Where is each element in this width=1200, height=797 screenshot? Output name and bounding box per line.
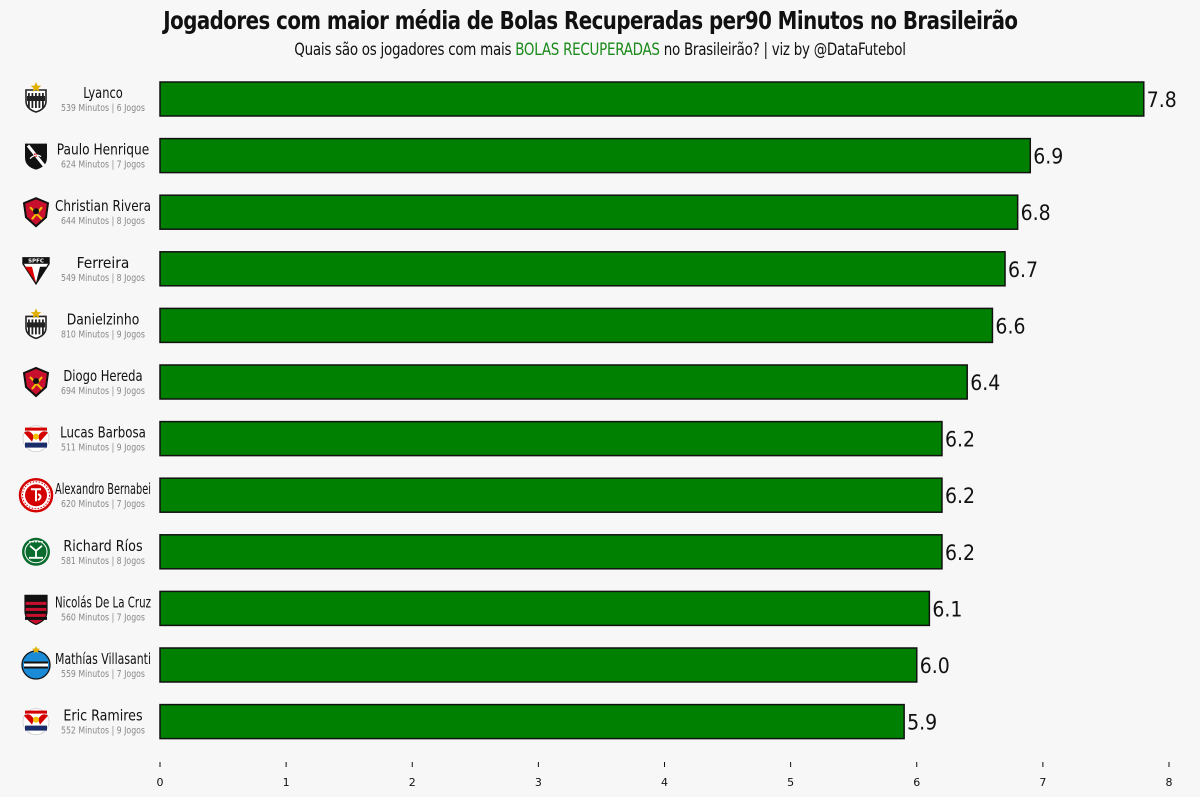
subtitle-highlight: BOLAS RECUPERADAS xyxy=(515,40,660,60)
player-stats-8: 620 Minutos | 7 Jogos xyxy=(61,499,145,510)
player-name-3: Christian Rivera xyxy=(55,197,151,215)
player-stats-4: 549 Minutos | 8 Jogos xyxy=(61,273,145,284)
bar-2 xyxy=(159,137,1032,174)
x-tick-label-6: 6 xyxy=(913,776,920,789)
player-name-9: Richard Ríos xyxy=(63,537,142,555)
atletico-mg-crest-icon xyxy=(25,308,47,340)
subtitle-text-pre: Quais são os jogadores com mais xyxy=(294,40,516,60)
bar-6 xyxy=(159,364,968,400)
value-label-12: 5.9 xyxy=(907,711,937,735)
player-stats-10: 560 Minutos | 7 Jogos xyxy=(61,612,145,623)
vasco-crest-icon xyxy=(25,143,47,170)
subtitle-text-post: no Brasileirão? | viz by @DataFutebol xyxy=(659,40,906,60)
bar-7 xyxy=(159,420,943,457)
bars-group: 7.8 6.9 6.8 6.7 6.6 6.4 6.2 6.2 6.2 6.1 6.0 5.9 xyxy=(159,81,1177,740)
player-name-6: Diogo Hereda xyxy=(63,367,142,385)
flamengo-crest-icon xyxy=(24,594,48,626)
player-stats-12: 552 Minutos | 9 Jogos xyxy=(61,726,145,737)
x-tick-label-2: 2 xyxy=(409,776,416,789)
value-label-1: 7.8 xyxy=(1147,88,1177,112)
player-stats-6: 694 Minutos | 9 Jogos xyxy=(61,386,145,397)
bar-9 xyxy=(159,534,943,570)
value-label-5: 6.6 xyxy=(995,314,1025,338)
player-stats-2: 624 Minutos | 7 Jogos xyxy=(61,160,145,171)
player-name-8: Alexandro Bernabei xyxy=(55,480,151,498)
x-tick-label-3: 3 xyxy=(535,776,542,789)
player-stats-9: 581 Minutos | 8 Jogos xyxy=(61,556,145,567)
player-stats-11: 559 Minutos | 7 Jogos xyxy=(61,669,145,680)
red-bull-bragantino-crest-icon xyxy=(22,708,50,735)
value-label-9: 6.2 xyxy=(945,541,975,565)
value-label-3: 6.8 xyxy=(1021,201,1051,225)
bar-4 xyxy=(159,251,1006,287)
x-tick-label-1: 1 xyxy=(283,776,290,789)
bar-11 xyxy=(159,647,918,683)
x-tick-label-7: 7 xyxy=(1039,776,1046,789)
player-stats-5: 810 Minutos | 9 Jogos xyxy=(61,329,145,340)
value-label-4: 6.7 xyxy=(1008,258,1038,282)
value-label-7: 6.2 xyxy=(945,428,975,452)
atletico-mg-crest-icon xyxy=(25,82,47,113)
player-name-12: Eric Ramires xyxy=(63,707,142,725)
player-stats-7: 511 Minutos | 9 Jogos xyxy=(61,443,145,454)
x-tick-label-5: 5 xyxy=(787,776,794,789)
bar-3 xyxy=(159,194,1019,230)
x-tick-label-4: 4 xyxy=(661,776,668,789)
value-label-11: 6.0 xyxy=(920,654,950,678)
chart-subtitle: Quais são os jogadores com mais BOLAS RE… xyxy=(2,40,1199,60)
x-tick-label-8: 8 xyxy=(1166,776,1173,789)
bar-5 xyxy=(159,307,994,344)
player-name-10: Nicolás De La Cruz xyxy=(55,593,151,611)
player-stats-3: 644 Minutos | 8 Jogos xyxy=(61,216,145,227)
chart-title: Jogadores com maior média de Bolas Recup… xyxy=(163,6,1018,35)
x-tick-label-0: 0 xyxy=(157,776,164,789)
bar-8 xyxy=(159,477,943,513)
value-label-2: 6.9 xyxy=(1033,145,1063,169)
bar-12 xyxy=(159,703,905,740)
player-stats-1: 539 Minutos | 6 Jogos xyxy=(61,103,145,114)
player-name-7: Lucas Barbosa xyxy=(60,424,146,442)
x-axis: 0 1 2 3 4 5 6 7 8 xyxy=(157,762,1173,789)
bar-1 xyxy=(159,81,1145,117)
player-name-11: Mathías Villasanti xyxy=(55,650,151,668)
player-name-4: Ferreira xyxy=(77,254,130,272)
sao-paulo-crest-icon: SPFC xyxy=(22,257,50,286)
internacional-crest-icon xyxy=(18,477,54,513)
player-name-1: Lyanco xyxy=(83,84,123,102)
player-name-5: Danielzinho xyxy=(67,310,140,328)
svg-text:SPFC: SPFC xyxy=(28,258,44,264)
palmeiras-crest-icon xyxy=(22,537,50,566)
bar-10 xyxy=(159,590,931,627)
player-name-2: Paulo Henrique xyxy=(57,141,149,159)
sport-recife-crest-icon xyxy=(22,197,50,228)
red-bull-bragantino-crest-icon xyxy=(22,425,50,453)
value-label-6: 6.4 xyxy=(970,371,1000,395)
value-label-8: 6.2 xyxy=(945,484,975,508)
value-label-10: 6.1 xyxy=(932,597,962,621)
sport-recife-crest-icon xyxy=(22,366,50,398)
gremio-crest-icon xyxy=(21,646,51,680)
